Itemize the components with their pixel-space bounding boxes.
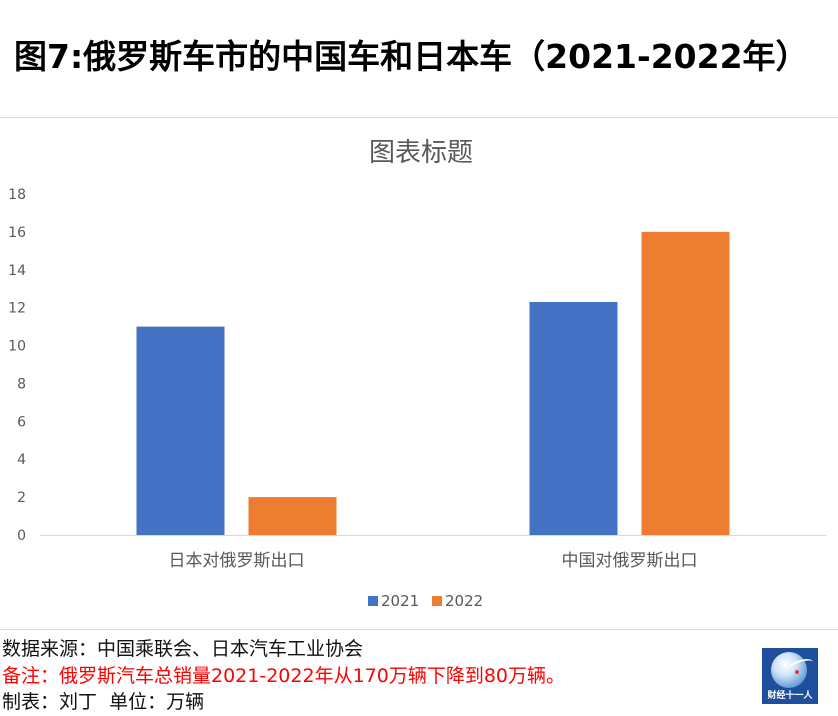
y-tick-label: 16: [8, 225, 26, 241]
logo-dot-icon: [795, 670, 799, 674]
y-tick-label: 2: [17, 490, 26, 506]
y-tick-label: 12: [8, 301, 26, 317]
page-title: 图7:俄罗斯车市的中国车和日本车（2021-2022年）: [14, 37, 809, 76]
logo: 财经十一人: [762, 648, 818, 704]
y-tick-label: 0: [17, 528, 26, 544]
y-tick-label: 14: [8, 263, 26, 279]
y-tick-label: 6: [17, 414, 26, 430]
bottom-divider: [0, 629, 838, 630]
x-tick-label: 中国对俄罗斯出口: [562, 551, 698, 571]
y-tick-label: 8: [17, 376, 26, 392]
legend-swatch-2022: [432, 596, 442, 606]
legend-swatch-2021: [368, 596, 378, 606]
legend-label-2022: 2022: [445, 592, 483, 610]
y-tick-label: 18: [8, 187, 26, 203]
logo-text: 财经十一人: [767, 691, 813, 701]
x-tick-label: 日本对俄罗斯出口: [169, 551, 305, 571]
chart-title: 图表标题: [369, 138, 473, 168]
remark-note: 备注：俄罗斯汽车总销量2021-2022年从170万辆下降到80万辆。: [2, 665, 566, 687]
y-tick-label: 10: [8, 339, 26, 355]
bar-2021-0: [136, 326, 225, 535]
legend-label-2021: 2021: [381, 592, 419, 610]
bar-2022-0: [248, 497, 337, 535]
source-note: 数据来源：中国乘联会、日本汽车工业协会: [2, 638, 364, 660]
credit-note: 制表：刘丁 单位：万辆: [2, 691, 205, 713]
top-divider: [0, 117, 838, 118]
globe-icon: [771, 652, 807, 688]
bar-2022-1: [641, 231, 730, 535]
bar-2021-1: [529, 301, 618, 535]
y-tick-label: 4: [17, 452, 26, 468]
